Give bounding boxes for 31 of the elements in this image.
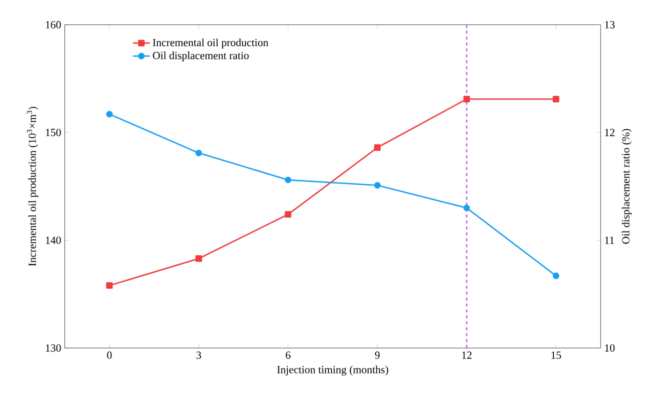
x-tick-label: 0 (107, 351, 112, 359)
y2-axis-title: Oil displacement ratio (%) (622, 128, 632, 244)
point (374, 182, 381, 188)
point (106, 282, 113, 289)
legend-label: Oil displacement ratio (152, 51, 249, 62)
point (284, 210, 292, 218)
x-tick-label: 3 (196, 351, 202, 359)
point (284, 176, 292, 183)
legend-label: Incremental oil production (152, 38, 268, 48)
y-axis-title: Incremental oil production (10$^{3}$×m$^{3}$) (26, 106, 38, 266)
y2-tick-label: 12 (605, 128, 614, 136)
point (463, 204, 470, 211)
y2-tick-label: 13 (605, 20, 615, 28)
point (552, 96, 560, 102)
point (463, 96, 470, 102)
point (374, 144, 381, 151)
y-tick-label: 140 (46, 236, 61, 244)
point (106, 110, 113, 118)
y2-tick-label: 10 (605, 344, 615, 352)
point (195, 149, 202, 156)
point (195, 255, 202, 262)
x-axis-title: Injection timing (months) (277, 365, 388, 376)
x-tick-label: 12 (462, 351, 472, 358)
y-tick-label: 130 (46, 344, 61, 352)
x-tick-label: 15 (552, 351, 562, 359)
point (552, 272, 560, 279)
y-tick-label: 150 (46, 128, 61, 136)
y2-tick-label: 11 (605, 236, 614, 244)
y-tick-label: 160 (46, 20, 61, 28)
x-tick-label: 6 (286, 351, 290, 359)
x-tick-label: 9 (375, 351, 380, 359)
